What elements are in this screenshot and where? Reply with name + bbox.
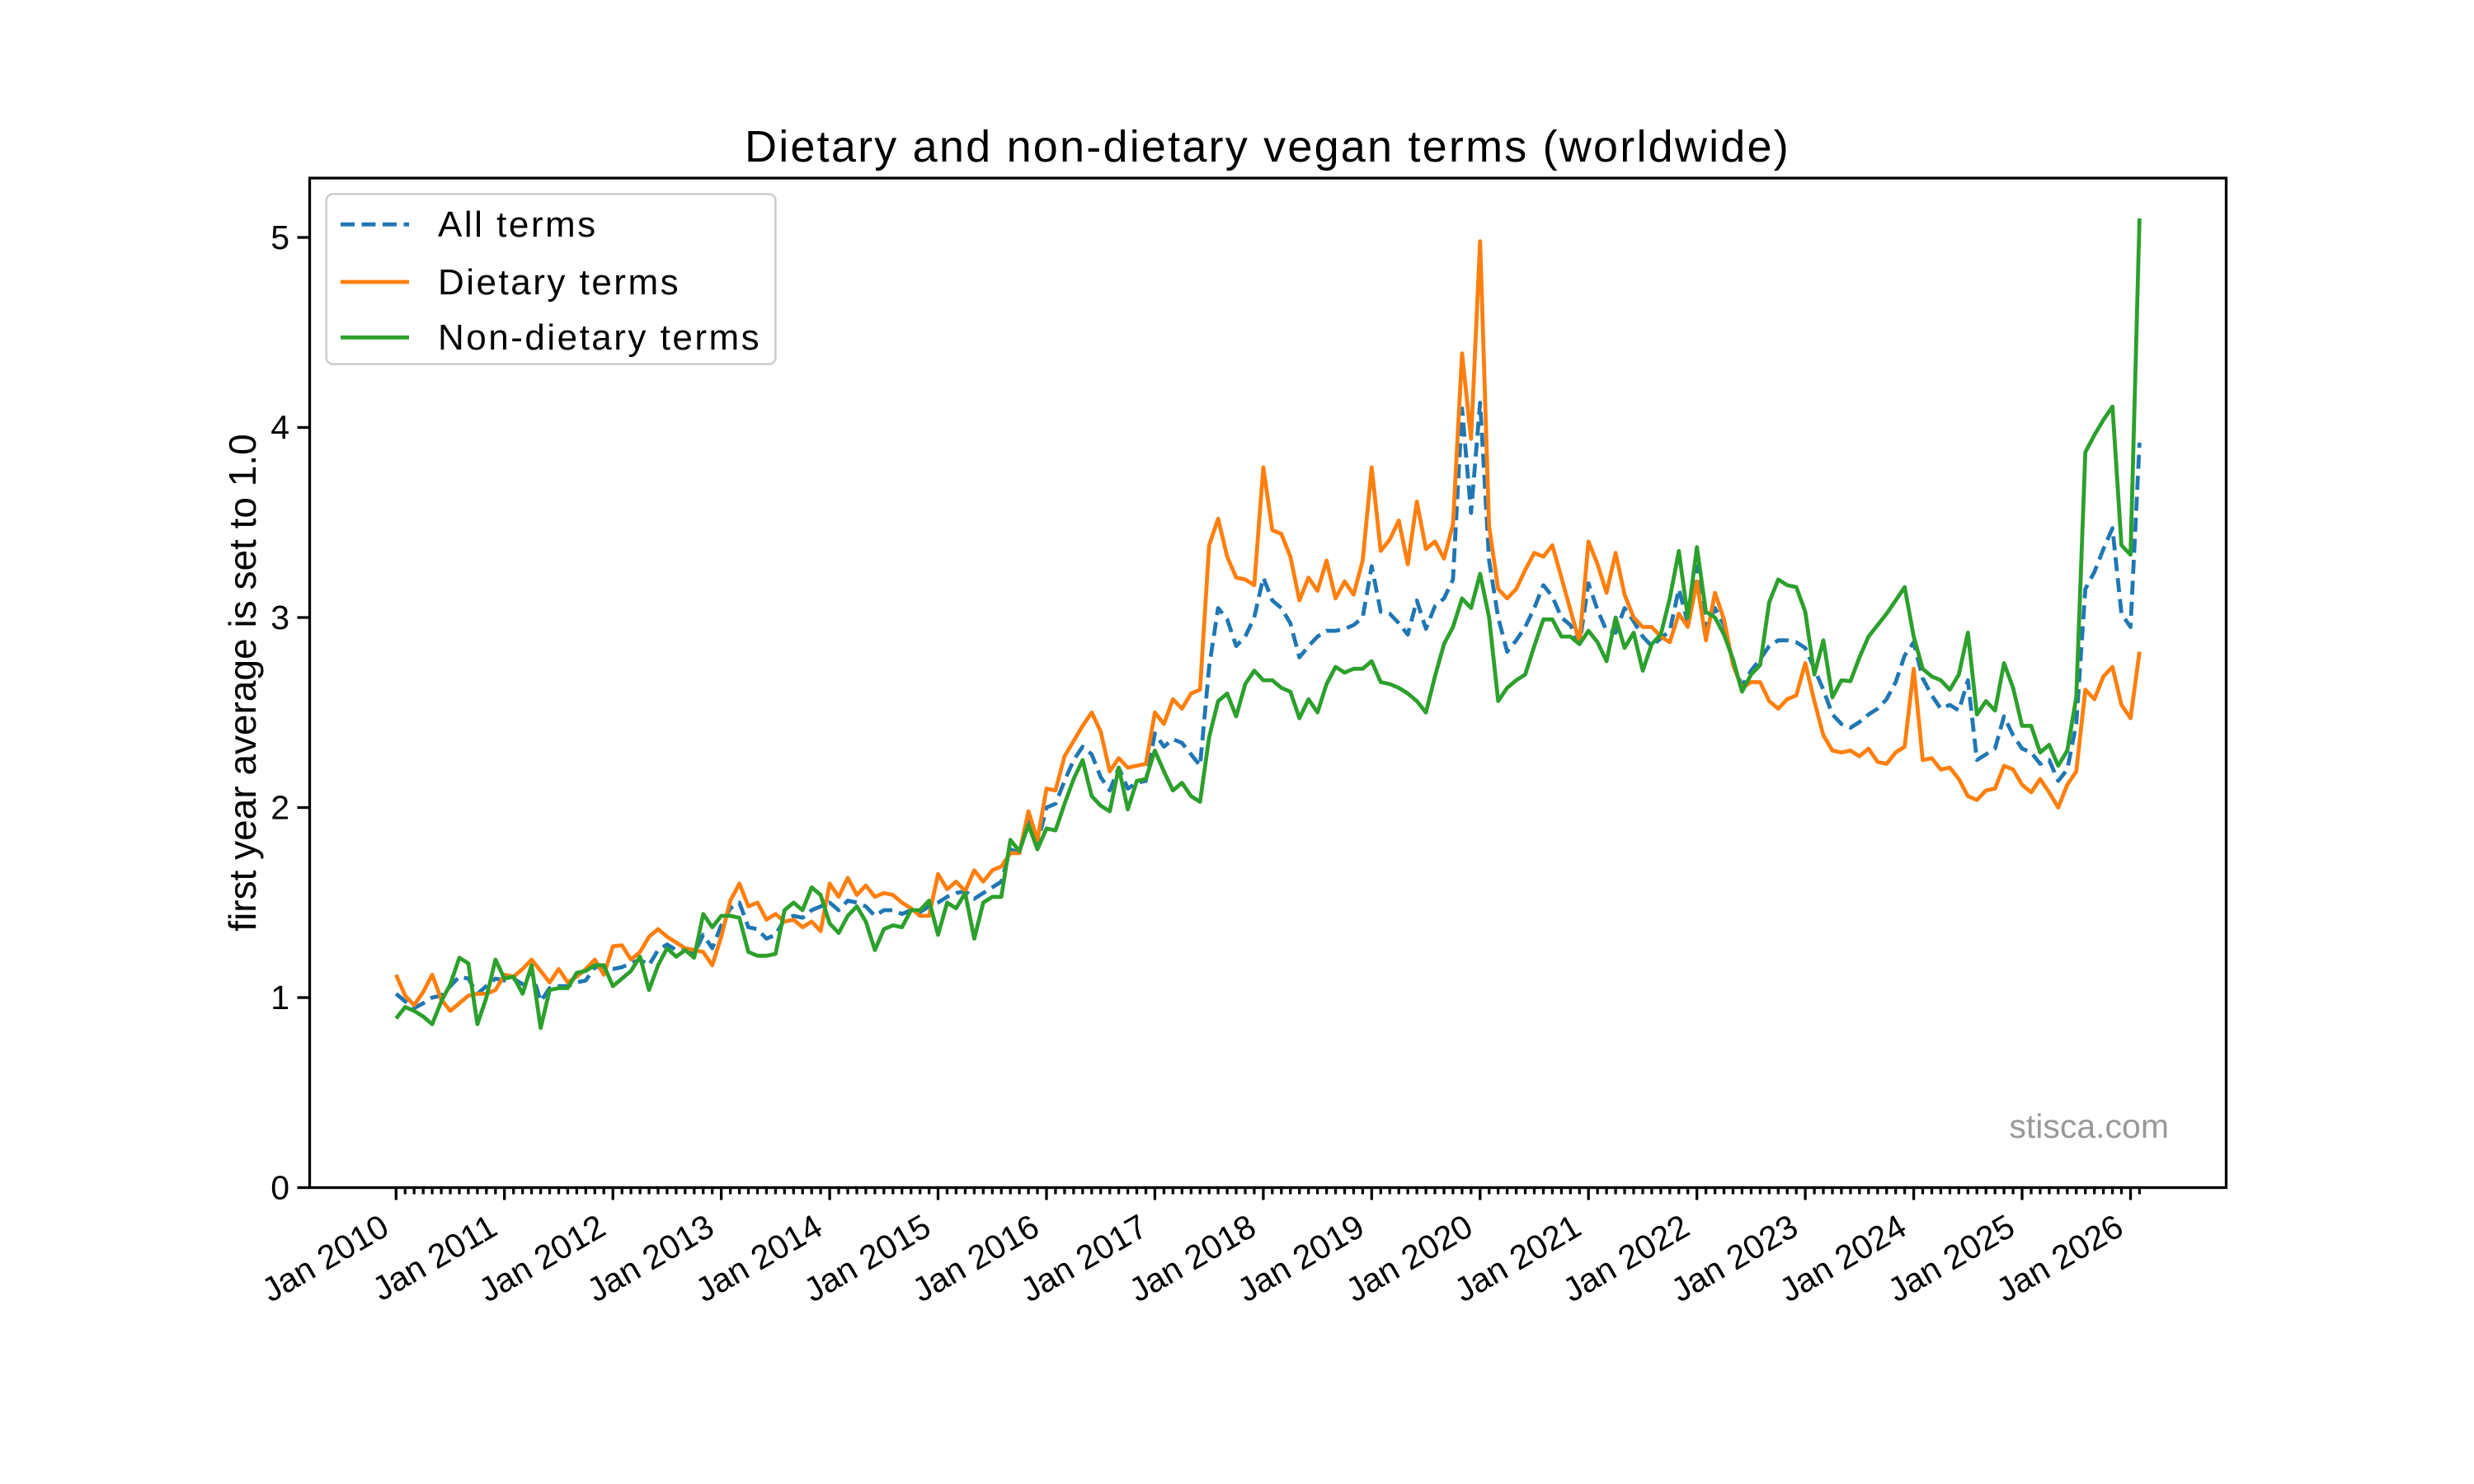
svg-text:0: 0 [270,1169,289,1207]
svg-text:1: 1 [270,979,289,1017]
svg-text:stisca.com: stisca.com [2009,1107,2169,1145]
svg-text:2: 2 [270,789,289,827]
svg-text:4: 4 [270,409,289,447]
svg-text:5: 5 [270,218,289,256]
svg-text:3: 3 [270,599,289,636]
svg-text:Dietary terms: Dietary terms [438,262,680,303]
svg-text:Dietary and non-dietary vegan: Dietary and non-dietary vegan terms (wor… [745,122,1790,171]
svg-text:Non-dietary terms: Non-dietary terms [438,317,761,358]
svg-text:first year average is set to 1: first year average is set to 1.0 [221,434,264,931]
svg-text:All terms: All terms [438,204,598,245]
